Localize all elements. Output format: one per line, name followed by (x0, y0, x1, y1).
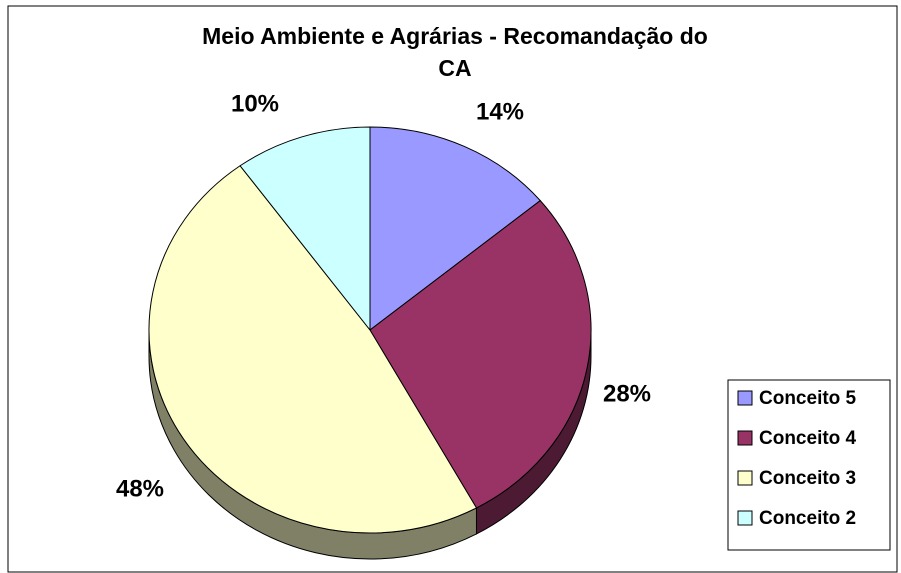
legend-label: Conceito 5 (759, 388, 857, 409)
legend-swatch (737, 510, 753, 526)
legend-box (727, 379, 891, 551)
pie-slice (369, 126, 542, 332)
legend-swatch (737, 430, 753, 446)
legend-swatch (737, 390, 753, 406)
pie-slice (148, 165, 478, 534)
pie-slice (239, 126, 371, 332)
data-label: 48% (116, 475, 164, 502)
data-label: 28% (603, 380, 651, 407)
data-label: 14% (476, 98, 524, 125)
chart-title: Meio Ambiente e Agrárias - Recomandação … (202, 23, 708, 81)
data-label: 10% (231, 90, 279, 117)
legend-label: Conceito 2 (759, 508, 856, 529)
legend-label: Conceito 4 (759, 428, 857, 449)
legend-swatch (737, 470, 753, 486)
legend-label: Conceito 3 (759, 468, 856, 489)
pie-slice (369, 199, 592, 509)
